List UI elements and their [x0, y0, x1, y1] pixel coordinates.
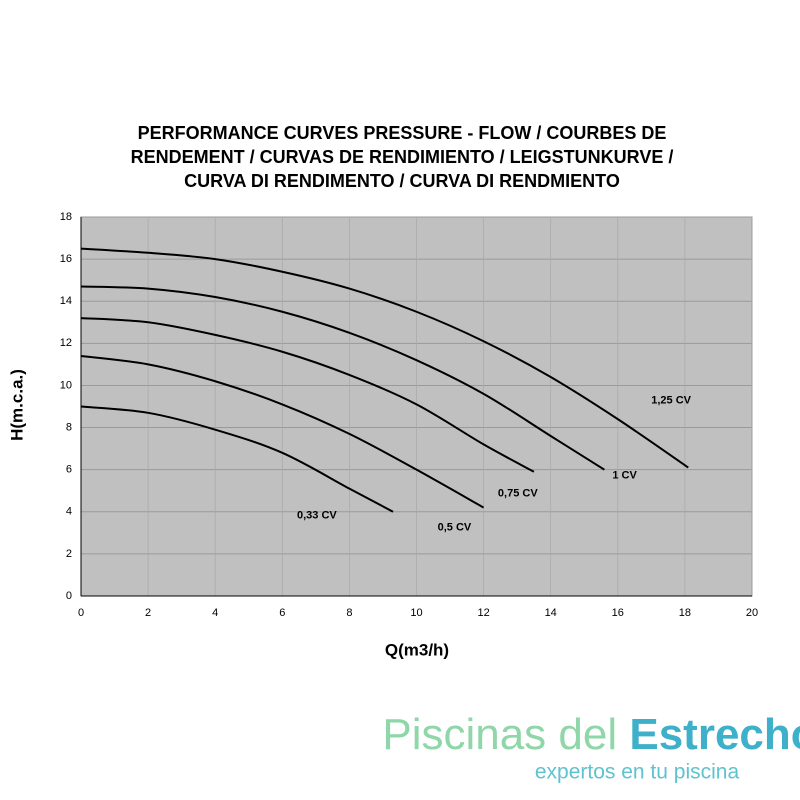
x-tick-label: 2 [145, 607, 151, 619]
x-tick-label: 12 [477, 607, 489, 619]
chart-title: CURVA DI RENDIMENTO / CURVA DI RENDMIENT… [184, 171, 620, 191]
x-tick-label: 18 [679, 607, 691, 619]
curve [80, 247, 689, 469]
y-tick-label: 12 [60, 337, 72, 349]
y-tick-label: 8 [66, 421, 72, 433]
x-tick-label: 10 [410, 607, 422, 619]
x-tick-label: 14 [545, 607, 557, 619]
curve [80, 317, 535, 473]
brand-name: Piscinas del [382, 710, 629, 759]
tagline: expertos en tu piscina [535, 761, 740, 784]
x-tick-label: 16 [612, 607, 624, 619]
x-tick-label: 8 [346, 607, 352, 619]
x-tick-label: 20 [746, 607, 758, 619]
curve-label: 1,25 CV [651, 394, 691, 406]
brand: Piscinas del Estrecho [382, 710, 800, 759]
y-tick-label: 10 [60, 379, 72, 391]
curve-label: 0,5 CV [438, 521, 472, 533]
y-tick-label: 14 [60, 295, 72, 307]
y-tick-label: 0 [66, 590, 72, 602]
y-tick-label: 16 [60, 253, 72, 265]
curve-label: 1 CV [612, 470, 637, 482]
curve [80, 405, 394, 513]
x-tick-label: 0 [78, 607, 84, 619]
brand-name: Estrecho [629, 710, 800, 759]
y-tick-label: 4 [66, 506, 72, 518]
x-tick-label: 4 [212, 607, 218, 619]
x-axis-label: Q(m3/h) [385, 640, 449, 659]
y-tick-label: 2 [66, 548, 72, 560]
y-axis-label: H(m.c.a.) [7, 369, 26, 441]
chart-title: PERFORMANCE CURVES PRESSURE - FLOW / COU… [138, 123, 667, 143]
x-tick-label: 6 [279, 607, 285, 619]
y-tick-label: 18 [60, 211, 72, 223]
chart-title: RENDEMENT / CURVAS DE RENDIMIENTO / LEIG… [131, 147, 674, 167]
curve-label: 0,33 CV [297, 510, 337, 522]
y-tick-label: 6 [66, 464, 72, 476]
curve [80, 354, 485, 509]
curve [80, 285, 605, 471]
curve-label: 0,75 CV [498, 488, 538, 500]
